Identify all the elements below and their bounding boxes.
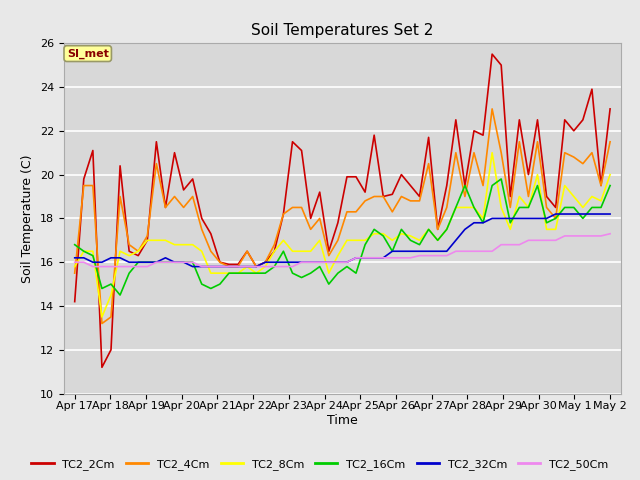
X-axis label: Time: Time xyxy=(327,414,358,427)
TC2_16Cm xyxy=(497,176,505,182)
TC2_16Cm xyxy=(116,292,124,298)
TC2_2Cm xyxy=(416,193,424,199)
TC2_8Cm xyxy=(488,150,496,156)
TC2_50Cm xyxy=(89,264,97,269)
TC2_2Cm xyxy=(488,51,496,57)
TC2_4Cm xyxy=(488,106,496,112)
TC2_16Cm xyxy=(416,242,424,248)
TC2_32Cm xyxy=(261,259,269,265)
TC2_4Cm xyxy=(261,259,269,265)
TC2_32Cm xyxy=(416,248,424,254)
TC2_4Cm xyxy=(252,264,260,269)
TC2_4Cm xyxy=(171,193,179,199)
TC2_4Cm xyxy=(416,198,424,204)
TC2_2Cm xyxy=(606,106,614,112)
TC2_16Cm xyxy=(171,259,179,265)
TC2_4Cm xyxy=(216,259,224,265)
TC2_16Cm xyxy=(606,183,614,189)
TC2_2Cm xyxy=(252,264,260,269)
TC2_2Cm xyxy=(216,259,224,265)
TC2_8Cm xyxy=(216,270,224,276)
TC2_4Cm xyxy=(234,264,242,269)
TC2_2Cm xyxy=(171,150,179,156)
TC2_2Cm xyxy=(71,299,79,304)
TC2_8Cm xyxy=(71,264,79,269)
TC2_4Cm xyxy=(606,139,614,144)
TC2_32Cm xyxy=(552,211,559,217)
TC2_50Cm xyxy=(171,259,179,265)
Line: TC2_8Cm: TC2_8Cm xyxy=(75,153,610,317)
TC2_4Cm xyxy=(98,321,106,326)
TC2_32Cm xyxy=(189,264,196,269)
TC2_32Cm xyxy=(162,255,170,261)
TC2_50Cm xyxy=(416,253,424,259)
Line: TC2_16Cm: TC2_16Cm xyxy=(75,179,610,295)
TC2_32Cm xyxy=(71,255,79,261)
TC2_8Cm xyxy=(98,314,106,320)
TC2_8Cm xyxy=(171,242,179,248)
TC2_32Cm xyxy=(252,264,260,269)
TC2_16Cm xyxy=(234,270,242,276)
TC2_32Cm xyxy=(606,211,614,217)
Title: Soil Temperatures Set 2: Soil Temperatures Set 2 xyxy=(252,23,433,38)
TC2_50Cm xyxy=(252,264,260,269)
TC2_2Cm xyxy=(261,259,269,265)
TC2_4Cm xyxy=(71,270,79,276)
Line: TC2_2Cm: TC2_2Cm xyxy=(75,54,610,367)
TC2_8Cm xyxy=(234,270,242,276)
TC2_16Cm xyxy=(261,270,269,276)
TC2_8Cm xyxy=(416,238,424,243)
TC2_50Cm xyxy=(234,264,242,269)
TC2_32Cm xyxy=(234,264,242,269)
Line: TC2_4Cm: TC2_4Cm xyxy=(75,109,610,324)
TC2_16Cm xyxy=(252,270,260,276)
TC2_32Cm xyxy=(216,264,224,269)
TC2_16Cm xyxy=(71,242,79,248)
TC2_8Cm xyxy=(252,270,260,276)
Text: SI_met: SI_met xyxy=(67,48,109,59)
TC2_50Cm xyxy=(71,259,79,265)
Y-axis label: Soil Temperature (C): Soil Temperature (C) xyxy=(22,154,35,283)
TC2_2Cm xyxy=(234,262,242,267)
Line: TC2_50Cm: TC2_50Cm xyxy=(75,234,610,266)
TC2_8Cm xyxy=(261,264,269,269)
TC2_50Cm xyxy=(606,231,614,237)
TC2_50Cm xyxy=(216,264,224,269)
TC2_2Cm xyxy=(98,364,106,370)
TC2_16Cm xyxy=(216,281,224,287)
TC2_8Cm xyxy=(606,172,614,178)
TC2_50Cm xyxy=(261,264,269,269)
Legend: TC2_2Cm, TC2_4Cm, TC2_8Cm, TC2_16Cm, TC2_32Cm, TC2_50Cm: TC2_2Cm, TC2_4Cm, TC2_8Cm, TC2_16Cm, TC2… xyxy=(27,455,613,474)
Line: TC2_32Cm: TC2_32Cm xyxy=(75,214,610,266)
